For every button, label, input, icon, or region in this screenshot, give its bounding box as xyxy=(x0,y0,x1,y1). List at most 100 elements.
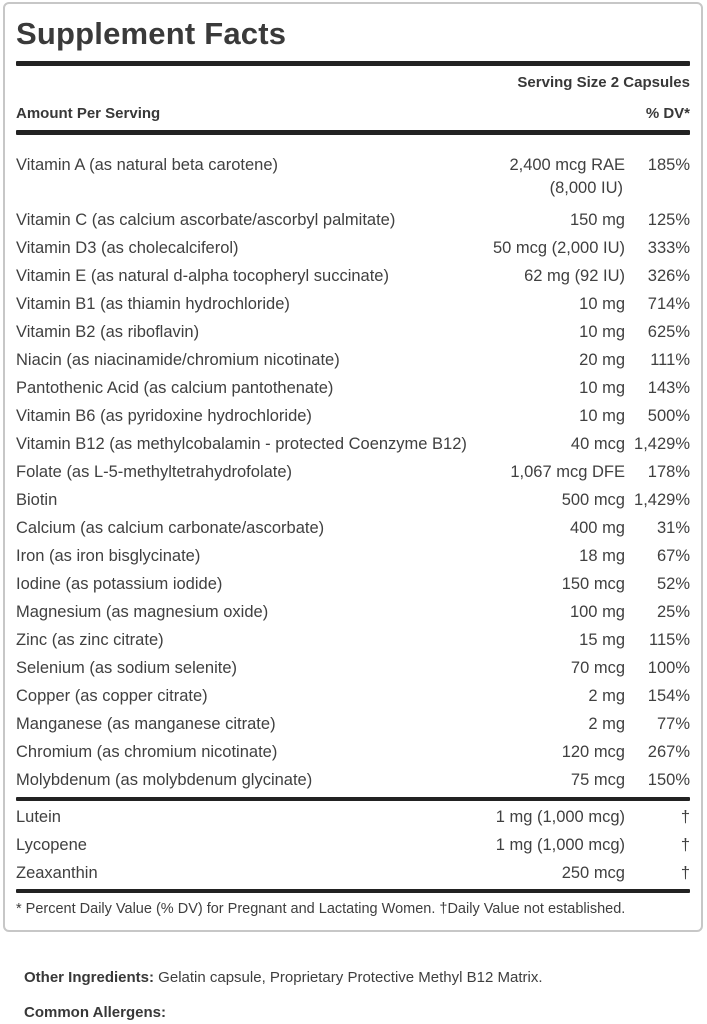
footnote: * Percent Daily Value (% DV) for Pregnan… xyxy=(16,901,626,917)
nutrient-name: Lycopene xyxy=(16,836,87,854)
nutrient-amount: 10 mg xyxy=(579,407,625,425)
table-row: Manganese (as manganese citrate) 2 mg 77… xyxy=(16,710,690,738)
nutrient-name: Vitamin C (as calcium ascorbate/ascorbyl… xyxy=(16,211,396,229)
other-ingredients: Other Ingredients: Gelatin capsule, Prop… xyxy=(24,968,684,987)
nutrient-amount: 150 mg xyxy=(569,211,625,229)
nutrient-name: Calcium (as calcium carbonate/ascorbate) xyxy=(16,519,325,537)
nutrient-dv: 185% xyxy=(647,156,690,174)
table-row: Folate (as L-5-methyltetrahydrofolate) 1… xyxy=(16,458,690,486)
nutrient-name: Lutein xyxy=(16,808,61,826)
nutrient-dv: 150% xyxy=(647,771,690,789)
supplement-facts-panel: Supplement Facts Serving Size 2 Capsules… xyxy=(3,2,703,932)
nutrient-amount: 10 mg xyxy=(579,379,625,397)
nutrient-name: Biotin xyxy=(16,491,58,509)
nutrient-dv: 333% xyxy=(647,239,690,257)
nutrient-name: Zinc (as zinc citrate) xyxy=(16,631,164,649)
nutrient-amount: 10 mg xyxy=(579,323,625,341)
nutrient-name: Vitamin E (as natural d-alpha tocopheryl… xyxy=(16,267,389,285)
nutrient-dv: 125% xyxy=(647,211,690,229)
divider-secondary xyxy=(16,797,690,801)
table-row: Copper (as copper citrate) 2 mg 154% xyxy=(16,682,690,710)
table-row: Vitamin B1 (as thiamin hydrochloride) 10… xyxy=(16,290,690,318)
column-header-row: Amount Per Serving % DV* xyxy=(16,104,690,123)
divider-header xyxy=(16,130,690,135)
nutrient-dv: 326% xyxy=(647,267,690,285)
table-row: Vitamin B12 (as methylcobalamin - protec… xyxy=(16,430,690,458)
other-ingredients-label: Other Ingredients: xyxy=(24,969,155,986)
nutrient-name: Pantothenic Acid (as calcium pantothenat… xyxy=(16,379,334,397)
table-row: Lycopene 1 mg (1,000 mcg) † xyxy=(16,831,690,859)
nutrient-dv: 67% xyxy=(656,547,690,565)
nutrient-dv: 111% xyxy=(650,351,690,369)
nutrient-dv: 25% xyxy=(656,603,690,621)
nutrient-name: Molybdenum (as molybdenum glycinate) xyxy=(16,771,313,789)
nutrient-name: Vitamin B6 (as pyridoxine hydrochloride) xyxy=(16,407,312,425)
nutrient-amount: 1 mg (1,000 mcg) xyxy=(495,836,625,854)
table-row: Iodine (as potassium iodide) 150 mcg 52% xyxy=(16,570,690,598)
common-allergens-label: Common Allergens: xyxy=(24,1004,166,1021)
nutrient-amount: 250 mcg xyxy=(561,864,625,882)
nutrient-dv: 1,429% xyxy=(634,491,690,509)
nutrient-name: Vitamin D3 (as cholecalciferol) xyxy=(16,239,239,257)
nutrient-amount: 20 mg xyxy=(579,351,625,369)
nutrient-amount: 1,067 mcg DFE xyxy=(510,463,625,481)
nutrient-name: Manganese (as manganese citrate) xyxy=(16,715,276,733)
table-row: Iron (as iron bisglycinate) 18 mg 67% xyxy=(16,542,690,570)
other-ingredients-text: Gelatin capsule, Proprietary Protective … xyxy=(154,969,543,986)
nutrient-amount: 2 mg xyxy=(588,687,625,705)
nutrient-dv: 31% xyxy=(656,519,690,537)
nutrient-amount: 120 mcg xyxy=(561,743,625,761)
table-row: Zinc (as zinc citrate) 15 mg 115% xyxy=(16,626,690,654)
nutrient-amount: 62 mg (92 IU) xyxy=(524,267,625,285)
table-row: Molybdenum (as molybdenum glycinate) 75 … xyxy=(16,766,690,794)
nutrient-name: Vitamin B2 (as riboflavin) xyxy=(16,323,200,341)
nutrient-name: Zeaxanthin xyxy=(16,864,98,882)
common-allergens: Common Allergens: xyxy=(24,1003,684,1022)
nutrient-dv: 115% xyxy=(649,631,690,649)
nutrient-amount: 15 mg xyxy=(579,631,625,649)
table-row: Vitamin D3 (as cholecalciferol) 50 mcg (… xyxy=(16,234,690,262)
nutrient-name: Chromium (as chromium nicotinate) xyxy=(16,743,278,761)
nutrient-dv: 52% xyxy=(656,575,690,593)
table-row: Vitamin A (as natural beta carotene) 2,4… xyxy=(16,151,690,206)
serving-size: Serving Size 2 Capsules xyxy=(517,74,690,91)
table-row: Chromium (as chromium nicotinate) 120 mc… xyxy=(16,738,690,766)
nutrient-amount: 75 mcg xyxy=(570,771,625,789)
nutrient-amount: 400 mg xyxy=(569,519,625,537)
nutrient-dv: † xyxy=(680,836,690,854)
table-row: Pantothenic Acid (as calcium pantothenat… xyxy=(16,374,690,402)
nutrient-name: Iodine (as potassium iodide) xyxy=(16,575,223,593)
nutrient-name: Folate (as L-5-methyltetrahydrofolate) xyxy=(16,463,293,481)
table-row: Vitamin B6 (as pyridoxine hydrochloride)… xyxy=(16,402,690,430)
panel-title: Supplement Facts xyxy=(16,16,287,51)
nutrient-name: Iron (as iron bisglycinate) xyxy=(16,547,201,565)
table-row: Vitamin C (as calcium ascorbate/ascorbyl… xyxy=(16,206,690,234)
table-row: Magnesium (as magnesium oxide) 100 mg 25… xyxy=(16,598,690,626)
nutrient-amount: 70 mcg xyxy=(570,659,625,677)
nutrient-dv: 267% xyxy=(647,743,690,761)
nutrient-name: Niacin (as niacinamide/chromium nicotina… xyxy=(16,351,340,369)
nutrient-amount: 50 mcg (2,000 IU) xyxy=(492,239,625,257)
nutrient-name: Vitamin B1 (as thiamin hydrochloride) xyxy=(16,295,290,313)
nutrient-dv: 625% xyxy=(647,323,690,341)
nutrient-amount: 100 mg xyxy=(569,603,625,621)
nutrient-dv: 77% xyxy=(656,715,690,733)
nutrient-amount: 1 mg (1,000 mcg) xyxy=(495,808,625,826)
nutrient-name: Vitamin B12 (as methylcobalamin - protec… xyxy=(16,435,467,453)
table-row: Biotin 500 mcg 1,429% xyxy=(16,486,690,514)
nutrient-dv: 714% xyxy=(647,295,690,313)
percent-dv-header: % DV* xyxy=(645,105,690,122)
nutrient-rows: Vitamin A (as natural beta carotene) 2,4… xyxy=(16,151,690,794)
nutrient-dv: 178% xyxy=(647,463,690,481)
amount-per-serving-header: Amount Per Serving xyxy=(16,105,161,122)
nutrient-name: Copper (as copper citrate) xyxy=(16,687,208,705)
table-row: Vitamin E (as natural d-alpha tocopheryl… xyxy=(16,262,690,290)
table-row: Niacin (as niacinamide/chromium nicotina… xyxy=(16,346,690,374)
table-row: Zeaxanthin 250 mcg † xyxy=(16,859,690,887)
nutrient-amount: 2 mg xyxy=(588,715,625,733)
secondary-nutrient-rows: Lutein 1 mg (1,000 mcg) † Lycopene 1 mg … xyxy=(16,803,690,887)
nutrient-amount: 10 mg xyxy=(579,295,625,313)
nutrient-amount: 40 mcg xyxy=(570,435,625,453)
nutrient-amount-line2: (8,000 IU) xyxy=(549,179,623,197)
nutrient-dv: 100% xyxy=(647,659,690,677)
